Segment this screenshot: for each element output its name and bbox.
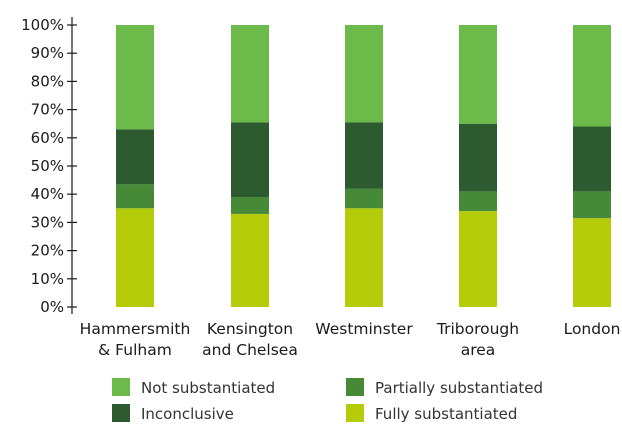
bar-segment-not-substantiated-0 — [116, 25, 154, 130]
bar-segment-not-substantiated-3 — [459, 25, 497, 124]
category-label: and Chelsea — [202, 341, 298, 359]
bar-segment-inconclusive-4 — [573, 126, 611, 192]
bar-segment-partially-substantiated-4 — [573, 191, 611, 219]
bar-segment-inconclusive-3 — [459, 123, 497, 192]
legend-label: Inconclusive — [141, 405, 234, 423]
legend-label: Partially substantiated — [375, 379, 543, 397]
bar-segment-fully-substantiated-1 — [231, 213, 269, 307]
category-label: area — [461, 341, 496, 359]
category-label: London — [564, 320, 621, 338]
y-tick-label: 10% — [31, 270, 64, 288]
bar-segment-fully-substantiated-4 — [573, 218, 611, 307]
bar-segment-not-substantiated-1 — [231, 25, 269, 123]
category-label: Hammersmith — [80, 320, 191, 338]
bar-segment-partially-substantiated-1 — [231, 197, 269, 214]
bar-segment-not-substantiated-2 — [345, 25, 383, 123]
legend-swatch — [112, 378, 130, 396]
category-label: Kensington — [207, 320, 293, 338]
category-labels: Hammersmith & Fulham Kensington and Chelsea… — [80, 320, 621, 359]
bar-segment-fully-substantiated-3 — [459, 211, 497, 307]
y-tick-label: 40% — [31, 185, 64, 203]
bar-segment-not-substantiated-4 — [573, 25, 611, 127]
bar-segment-partially-substantiated-3 — [459, 191, 497, 212]
y-tick-label: 70% — [31, 101, 64, 119]
y-tick-label: 90% — [31, 44, 64, 62]
legend: Not substantiated Partially substantiated… — [112, 378, 543, 423]
legend-swatch — [346, 378, 364, 396]
bars-layer — [116, 25, 611, 307]
bar-segment-fully-substantiated-0 — [116, 208, 154, 307]
bar-segment-inconclusive-0 — [116, 129, 154, 185]
category-label: Westminster — [315, 320, 413, 338]
legend-swatch — [112, 404, 130, 422]
y-tick-label: 20% — [31, 242, 64, 260]
legend-swatch — [346, 404, 364, 422]
y-tick-label: 30% — [31, 213, 64, 231]
y-tick-label: 80% — [31, 72, 64, 90]
bar-segment-partially-substantiated-2 — [345, 188, 383, 209]
bar-segment-fully-substantiated-2 — [345, 208, 383, 307]
bar-segment-inconclusive-2 — [345, 122, 383, 189]
y-tick-label: 100% — [21, 16, 64, 34]
bar-segment-inconclusive-1 — [231, 122, 269, 198]
bar-segment-partially-substantiated-0 — [116, 184, 154, 209]
y-tick-label: 50% — [31, 157, 64, 175]
legend-label: Fully substantiated — [375, 405, 517, 423]
category-label: Triborough — [436, 320, 519, 338]
y-axis: 0% 10% 20% 30% 40% 50% 60% 70% 80% 90% 100% — [21, 16, 77, 316]
category-label: & Fulham — [98, 341, 172, 359]
y-tick-label: 0% — [40, 298, 64, 316]
legend-label: Not substantiated — [141, 379, 275, 397]
y-tick-label: 60% — [31, 129, 64, 147]
